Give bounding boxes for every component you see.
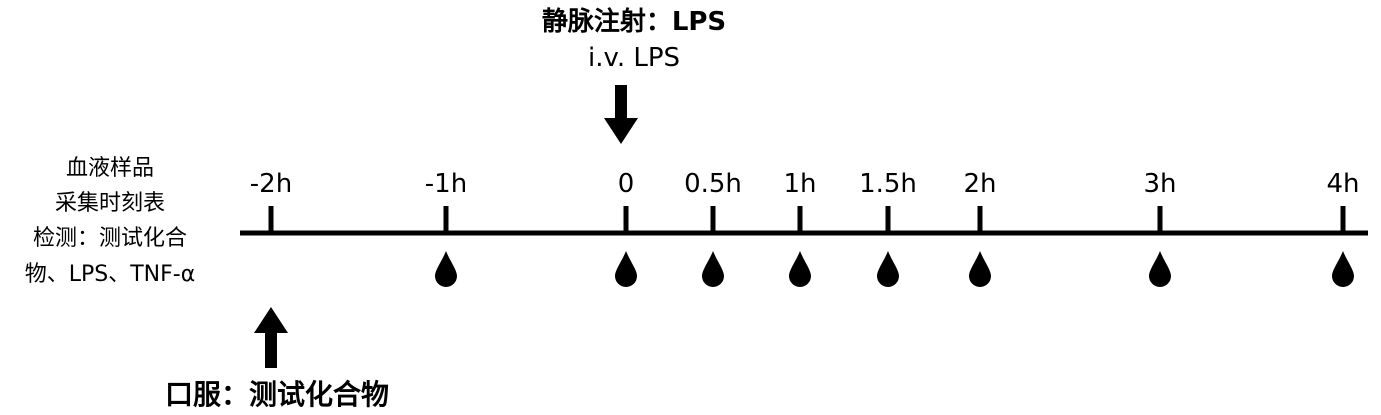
- sidebar-line-2: 采集时刻表: [55, 191, 165, 216]
- blood-drop-icon: [789, 251, 811, 287]
- blood-drop-icon: [1149, 251, 1171, 287]
- injection-title-en: i.v. LPS: [588, 43, 680, 73]
- blood-drop-icon: [615, 251, 637, 287]
- sidebar-line-3: 检测：测试化合: [33, 226, 187, 251]
- blood-drop-icon: [702, 251, 724, 287]
- tick-label: -2h: [250, 169, 292, 199]
- tick-label: -1h: [425, 169, 467, 199]
- sidebar-line-1: 血液样品: [66, 156, 154, 181]
- tick-label: 0: [618, 169, 635, 199]
- tick-label: 1.5h: [859, 169, 917, 199]
- tick-label: 3h: [1143, 169, 1176, 199]
- arrow-up-icon: [254, 307, 288, 368]
- arrow-down-icon: [604, 85, 638, 144]
- blood-drop-icon: [435, 251, 457, 287]
- injection-title-cn: 静脉注射：LPS: [542, 6, 726, 37]
- blood-drop-icon: [877, 251, 899, 287]
- injection-arrow-icon: [604, 85, 638, 144]
- oral-arrow-icon: [254, 307, 288, 368]
- tick-label: 1h: [783, 169, 816, 199]
- blood-drop-icon: [1332, 251, 1354, 287]
- tick-label: 2h: [963, 169, 996, 199]
- blood-drop-icon: [969, 251, 991, 287]
- oral-label: 口服：测试化合物: [165, 378, 389, 411]
- tick-label: 0.5h: [684, 169, 742, 199]
- sidebar-line-4: 物、LPS、TNF-α: [25, 262, 195, 287]
- tick-label: 4h: [1326, 169, 1359, 199]
